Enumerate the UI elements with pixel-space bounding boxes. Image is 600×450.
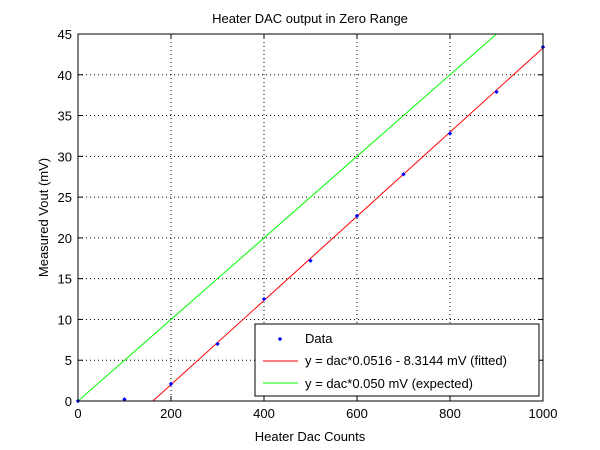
data-point (447, 131, 453, 136)
y-tick-label: 20 (58, 231, 72, 246)
x-axis-label: Heater Dac Counts (255, 429, 366, 444)
legend-label-expected: y = dac*0.050 mV (expected) (305, 376, 473, 391)
fitted-line (152, 47, 543, 401)
x-tick-label: 600 (346, 406, 368, 421)
data-point (401, 172, 406, 177)
legend-label-data: Data (305, 331, 333, 346)
data-point (308, 258, 313, 263)
y-tick-label: 15 (58, 272, 72, 287)
y-axis-label: Measured Vout (mV) (36, 158, 51, 277)
x-tick-label: 200 (160, 406, 182, 421)
y-tick-label: 30 (58, 149, 72, 164)
x-tick-label: 0 (74, 406, 81, 421)
legend-entry-fitted: y = dac*0.0516 - 8.3144 mV (fitted) (263, 353, 507, 368)
y-tick-label: 40 (58, 68, 72, 83)
x-tick-label: 1000 (529, 406, 558, 421)
x-tick-label: 400 (253, 406, 275, 421)
y-tick-label: 25 (58, 190, 72, 205)
chart-title: Heater DAC output in Zero Range (212, 11, 408, 26)
legend: Data y = dac*0.0516 - 8.3144 mV (fitted)… (254, 323, 540, 397)
series-layer (78, 34, 543, 401)
marker-layer (75, 44, 546, 404)
data-point (122, 397, 127, 402)
data-point (354, 213, 360, 219)
legend-box (254, 323, 540, 397)
y-tick-label: 35 (58, 109, 72, 124)
y-tick-label: 45 (58, 27, 72, 42)
y-tick-label: 5 (65, 353, 72, 368)
expected-line (78, 34, 498, 401)
plot-frame (77, 33, 544, 402)
legend-label-fitted: y = dac*0.0516 - 8.3144 mV (fitted) (305, 353, 507, 368)
y-tick-label: 0 (65, 394, 72, 409)
data-point (168, 381, 174, 387)
data-point (494, 89, 499, 95)
legend-entry-expected: y = dac*0.050 mV (expected) (263, 376, 473, 391)
legend-entry-data: Data (277, 331, 333, 346)
axis-ticks: 0 200 400 600 800 1000 0 5 10 15 20 25 30 35 40 45 (58, 27, 558, 421)
y-tick-label: 10 (58, 312, 72, 327)
data-point (261, 296, 267, 302)
legend-marker-data (277, 336, 283, 342)
x-tick-label: 800 (439, 406, 461, 421)
data-point (215, 341, 220, 347)
